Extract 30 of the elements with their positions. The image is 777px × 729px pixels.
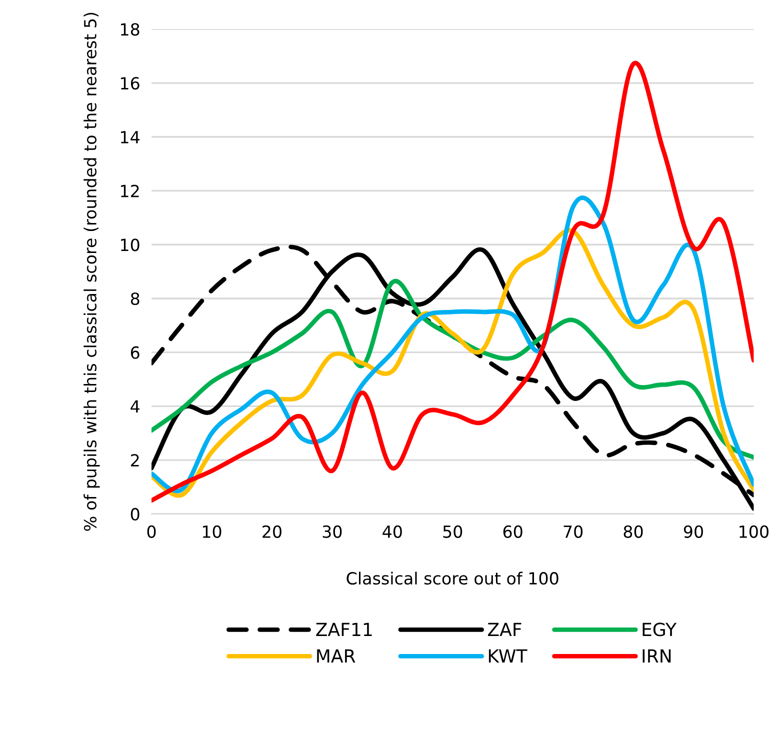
y-tick-label: 0 <box>130 508 140 521</box>
legend-label: MAR <box>317 649 356 663</box>
x-tick-label: 90 <box>684 525 703 538</box>
x-tick-label: 100 <box>740 525 768 538</box>
x-tick-label: 80 <box>624 525 643 538</box>
x-tick-label: 60 <box>503 525 522 538</box>
x-tick-label: 50 <box>443 525 462 538</box>
y-tick-label: 8 <box>130 292 140 306</box>
x-tick-label: 30 <box>322 525 342 538</box>
y-tick-label: 6 <box>130 346 140 359</box>
y-tick-label: 12 <box>121 184 139 198</box>
y-tick-label: 18 <box>121 23 140 36</box>
legend-label: ZAF <box>488 622 522 636</box>
y-axis-title: % of pupils with this classical score (rounded to the nearest 5) <box>84 12 100 531</box>
x-tick-label: 20 <box>262 525 282 538</box>
x-tick-label: 10 <box>202 525 222 538</box>
y-tick-label: 16 <box>121 76 140 90</box>
x-tick-label: 70 <box>564 525 583 538</box>
y-tick-label: 14 <box>121 131 140 144</box>
legend-label: IRN <box>642 649 671 663</box>
x-tick-label: 40 <box>382 525 402 538</box>
y-tick-label: 10 <box>121 238 140 252</box>
y-tick-label: 4 <box>130 400 140 413</box>
y-tick-label: 2 <box>131 454 139 466</box>
legend-label: ZAF11 <box>316 622 372 636</box>
line-series <box>152 62 754 503</box>
x-axis-title: Classical score out of 100 <box>346 572 558 585</box>
legend-label: KWT <box>488 649 528 663</box>
legend-label: EGY <box>642 622 677 636</box>
x-tick-label: 0 <box>147 525 156 538</box>
